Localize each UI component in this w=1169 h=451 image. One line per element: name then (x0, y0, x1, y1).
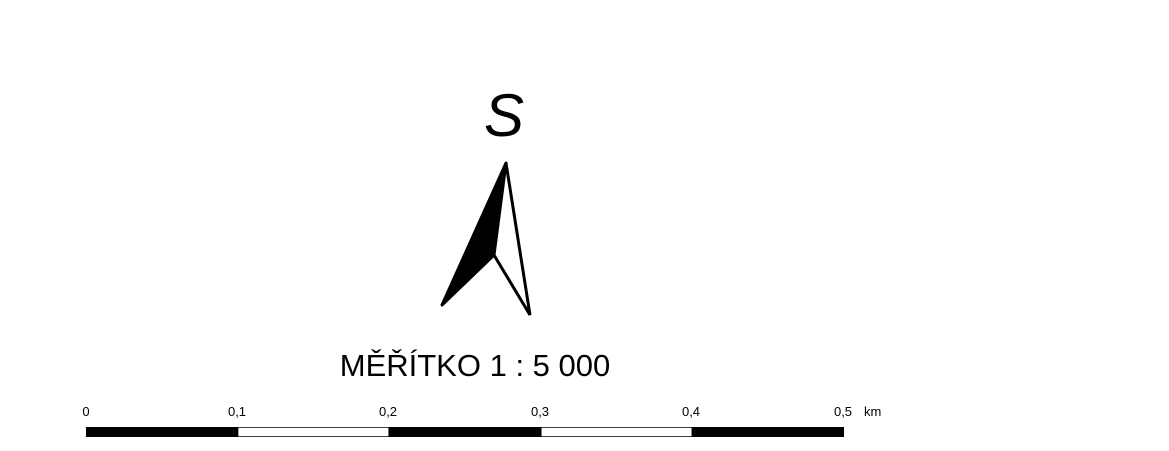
north-letter: S (483, 82, 525, 149)
scale-tick-label-1: 0,1 (227, 404, 247, 419)
scale-tick-label-2: 0,2 (378, 404, 398, 419)
scale-segment-4 (540, 427, 694, 437)
scale-unit-label: km (864, 404, 882, 419)
scale-title: MĚŘÍTKO 1 : 5 000 (339, 348, 611, 383)
scale-segment-2 (236, 427, 390, 437)
scale-tick-label-5: 0,5 (833, 404, 853, 419)
scale-segment-3 (388, 427, 542, 437)
scale-bar (86, 427, 844, 437)
scale-segment-1 (86, 427, 239, 437)
north-arrow-icon (440, 161, 532, 316)
north-arrow-light-half (492, 162, 532, 316)
scale-tick-label-3: 0,3 (530, 404, 550, 419)
scale-tick-label-4: 0,4 (681, 404, 701, 419)
scale-tick-label-0: 0 (82, 404, 90, 419)
scale-segment-5 (691, 427, 844, 437)
